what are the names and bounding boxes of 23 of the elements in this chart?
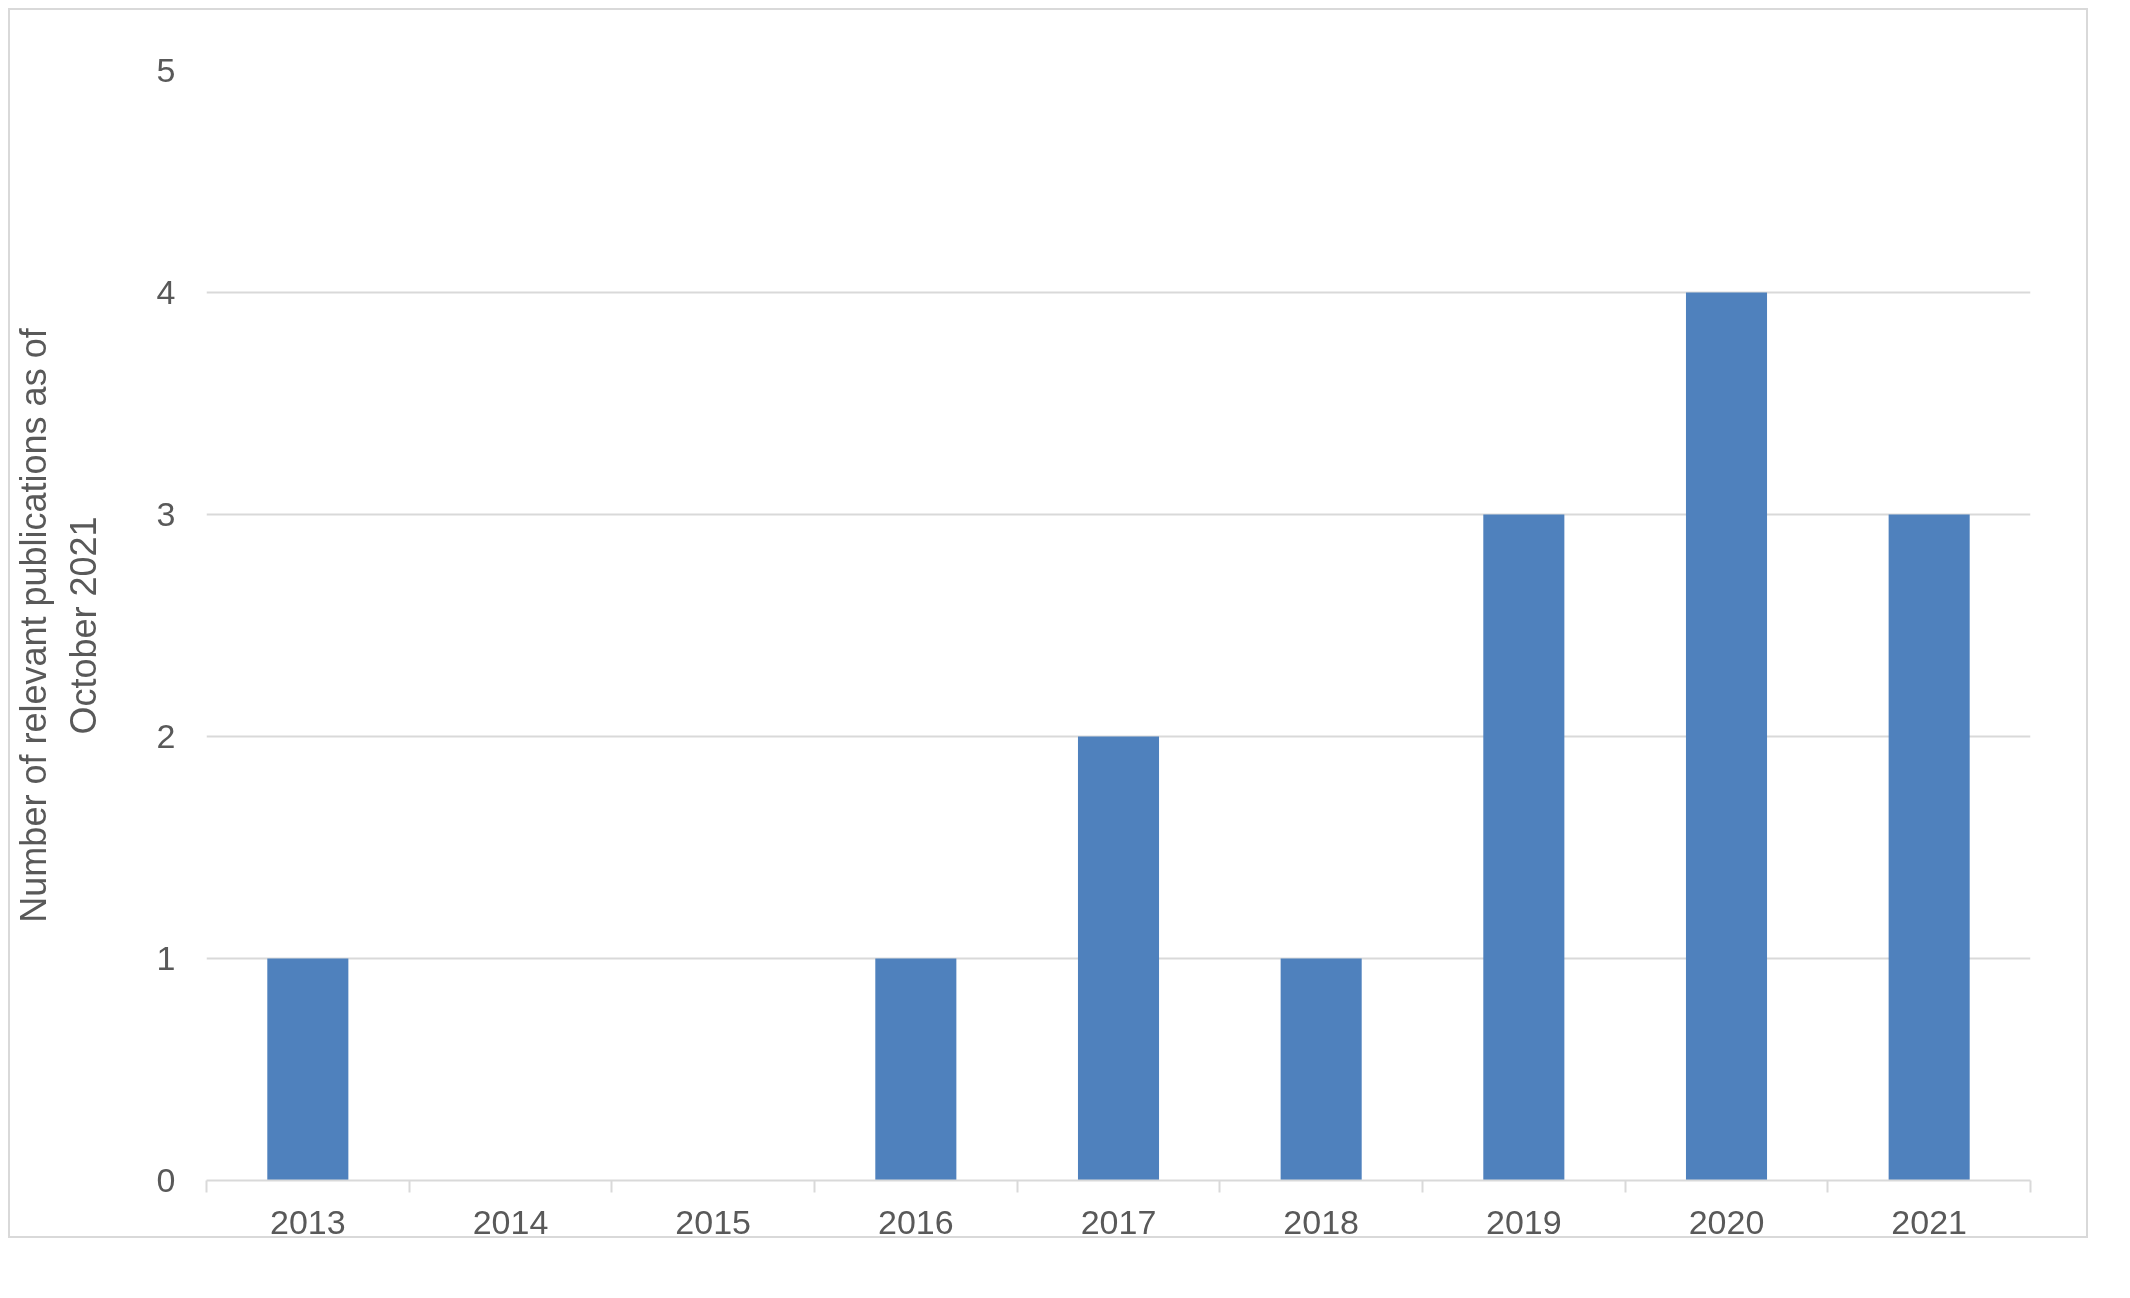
bar [1483, 514, 1565, 1181]
y-axis-title: Number of relevant publications as of October 2021 [13, 327, 104, 923]
y-tick-label: 5 [156, 51, 176, 89]
x-tick-label: 2020 [1688, 1202, 1765, 1241]
y-tick-label: 3 [156, 495, 176, 533]
y-tick-label: 2 [156, 717, 176, 755]
x-tick-label: 2014 [472, 1202, 549, 1241]
y-tick-label: 1 [156, 939, 176, 977]
bar [1685, 292, 1768, 1181]
bar [267, 958, 349, 1181]
bar [1280, 958, 1362, 1181]
x-tick-label: 2021 [1891, 1202, 1967, 1241]
x-tick-label: 2016 [878, 1202, 954, 1241]
bar [1888, 514, 1970, 1181]
bar [875, 958, 957, 1181]
y-tick-label: 0 [156, 1161, 176, 1199]
bar [1077, 736, 1160, 1181]
x-tick-label: 2019 [1486, 1202, 1562, 1241]
x-tick-label: 2015 [675, 1202, 751, 1241]
x-tick-label: 2013 [270, 1202, 346, 1241]
x-tick-label: 2017 [1080, 1202, 1157, 1241]
x-tick-label: 2018 [1283, 1202, 1359, 1241]
y-tick-label: 4 [156, 273, 176, 311]
